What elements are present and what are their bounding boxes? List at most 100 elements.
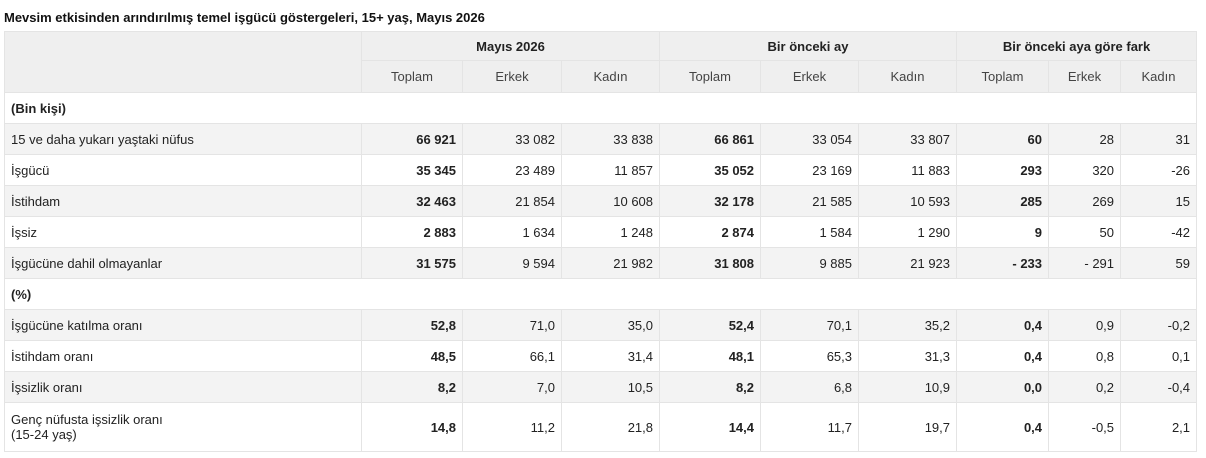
value-cell: 8,2 bbox=[361, 371, 463, 403]
value-cell: 0,8 bbox=[1048, 340, 1122, 372]
group-header-current: Mayıs 2026 bbox=[360, 31, 661, 61]
value-cell: 31,4 bbox=[560, 340, 661, 372]
table-row: İşgücüne dahil olmayanlar 31 575 9 594 21 9… bbox=[4, 247, 1198, 279]
value-cell: 10,9 bbox=[858, 371, 958, 403]
value-cell: 1 290 bbox=[858, 216, 958, 248]
row-label-sub: (15-24 yaş) bbox=[11, 427, 77, 442]
value-cell: 33 054 bbox=[760, 123, 860, 155]
value-cell: 0,9 bbox=[1048, 309, 1122, 341]
value-cell: 33 082 bbox=[462, 123, 562, 155]
header-corner bbox=[4, 31, 362, 93]
row-label: İşgücüne dahil olmayanlar bbox=[11, 255, 163, 271]
col-header-total: Toplam bbox=[956, 60, 1050, 93]
value-cell: 28 bbox=[1048, 123, 1122, 155]
value-cell: 320 bbox=[1048, 154, 1122, 186]
value-cell: 33 807 bbox=[858, 123, 958, 155]
col-header-male: Erkek bbox=[462, 60, 562, 93]
row-label: İstihdam bbox=[11, 193, 61, 209]
value-cell: 1 584 bbox=[760, 216, 860, 248]
value-cell: - 233 bbox=[956, 247, 1050, 279]
value-cell: 35,2 bbox=[858, 309, 958, 341]
value-cell: 269 bbox=[1048, 185, 1122, 217]
value-cell: -26 bbox=[1120, 154, 1198, 186]
table-row: İşsizlik oranı 8,2 7,0 10,5 8,2 6,8 10,9 0,0 0,2… bbox=[4, 371, 1198, 403]
value-cell: 0,4 bbox=[956, 340, 1050, 372]
table-row: Genç nüfusta işsizlik oranı (15-24 yaş) 14… bbox=[4, 402, 1198, 452]
col-header-male: Erkek bbox=[760, 60, 860, 93]
table-row: İstihdam 32 463 21 854 10 608 32 178 21 585 10… bbox=[4, 185, 1198, 217]
value-cell: 31 808 bbox=[659, 247, 762, 279]
table-row: İşgücü 35 345 23 489 11 857 35 052 23 169 11 8… bbox=[4, 154, 1198, 186]
row-label-cell: İşsizlik oranı bbox=[4, 371, 362, 403]
value-cell: 293 bbox=[956, 154, 1050, 186]
value-cell: 2,1 bbox=[1120, 402, 1198, 452]
value-cell: 9 594 bbox=[462, 247, 562, 279]
row-label-cell: 15 ve daha yukarı yaştaki nüfus bbox=[4, 123, 362, 155]
value-cell: 10,5 bbox=[560, 371, 661, 403]
row-label-cell: İşgücü bbox=[4, 154, 362, 186]
col-header-female: Kadın bbox=[1120, 60, 1198, 93]
value-cell: 21 923 bbox=[858, 247, 958, 279]
value-cell: 31,3 bbox=[858, 340, 958, 372]
value-cell: 66 921 bbox=[361, 123, 463, 155]
table-row: 15 ve daha yukarı yaştaki nüfus 66 921 33 … bbox=[4, 123, 1198, 155]
value-cell: 60 bbox=[956, 123, 1050, 155]
value-cell: 2 874 bbox=[659, 216, 762, 248]
table-row: İşsiz 2 883 1 634 1 248 2 874 1 584 1 290 9 50 -4… bbox=[4, 216, 1198, 248]
value-cell: 8,2 bbox=[659, 371, 762, 403]
value-cell: 70,1 bbox=[760, 309, 860, 341]
col-header-female: Kadın bbox=[858, 60, 958, 93]
row-label: İşsizlik oranı bbox=[11, 379, 83, 395]
col-header-male: Erkek bbox=[1048, 60, 1122, 93]
row-label: 15 ve daha yukarı yaştaki nüfus bbox=[11, 131, 194, 147]
table-title: Mevsim etkisinden arındırılmış temel işg… bbox=[4, 10, 485, 25]
group-header-difference: Bir önceki aya göre fark bbox=[956, 31, 1198, 61]
value-cell: 33 838 bbox=[560, 123, 661, 155]
value-cell: 52,8 bbox=[361, 309, 463, 341]
value-cell: 31 bbox=[1120, 123, 1198, 155]
value-cell: 35 052 bbox=[659, 154, 762, 186]
value-cell: 21 854 bbox=[462, 185, 562, 217]
value-cell: 11,7 bbox=[760, 402, 860, 452]
value-cell: 21 982 bbox=[560, 247, 661, 279]
row-label: İşsiz bbox=[11, 224, 37, 240]
value-cell: 11 883 bbox=[858, 154, 958, 186]
value-cell: 0,4 bbox=[956, 402, 1050, 452]
value-cell: 0,2 bbox=[1048, 371, 1122, 403]
value-cell: 66 861 bbox=[659, 123, 762, 155]
value-cell: 15 bbox=[1120, 185, 1198, 217]
value-cell: 32 463 bbox=[361, 185, 463, 217]
value-cell: 66,1 bbox=[462, 340, 562, 372]
table-body: (Bin kişi) 15 ve daha yukarı yaştaki nüfu… bbox=[3, 92, 1198, 452]
row-label-cell: İşsiz bbox=[4, 216, 362, 248]
value-cell: 23 169 bbox=[760, 154, 860, 186]
value-cell: 14,8 bbox=[361, 402, 463, 452]
row-label: İşgücü bbox=[11, 162, 50, 178]
value-cell: 65,3 bbox=[760, 340, 860, 372]
value-cell: 0,1 bbox=[1120, 340, 1198, 372]
value-cell: 23 489 bbox=[462, 154, 562, 186]
row-label: İşgücüne katılma oranı bbox=[11, 317, 143, 333]
col-header-female: Kadın bbox=[560, 60, 661, 93]
value-cell: 59 bbox=[1120, 247, 1198, 279]
row-label-cell: İşgücüne katılma oranı bbox=[4, 309, 362, 341]
value-cell: 7,0 bbox=[462, 371, 562, 403]
value-cell: 9 bbox=[956, 216, 1050, 248]
group-header-previous: Bir önceki ay bbox=[659, 31, 958, 61]
value-cell: 21 585 bbox=[760, 185, 860, 217]
value-cell: 35,0 bbox=[560, 309, 661, 341]
value-cell: -42 bbox=[1120, 216, 1198, 248]
value-cell: 0,4 bbox=[956, 309, 1050, 341]
value-cell: 48,1 bbox=[659, 340, 762, 372]
value-cell: 9 885 bbox=[760, 247, 860, 279]
row-label-cell: İstihdam oranı bbox=[4, 340, 362, 372]
row-label-cell: İstihdam bbox=[4, 185, 362, 217]
value-cell: 21,8 bbox=[560, 402, 661, 452]
value-cell: 10 593 bbox=[858, 185, 958, 217]
value-cell: 19,7 bbox=[858, 402, 958, 452]
col-header-total: Toplam bbox=[361, 60, 463, 93]
value-cell: 14,4 bbox=[659, 402, 762, 452]
col-header-total: Toplam bbox=[659, 60, 762, 93]
value-cell: -0,5 bbox=[1048, 402, 1122, 452]
